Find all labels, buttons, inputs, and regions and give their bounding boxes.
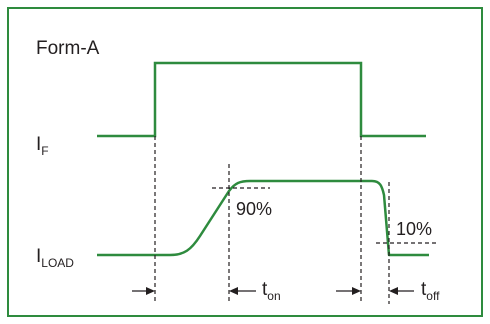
load-current-waveform [97, 179, 429, 257]
turn-on-time-symbol: t [262, 279, 268, 300]
threshold-90-percent-label: 90% [236, 199, 272, 219]
turn-off-arrow-left [336, 287, 361, 295]
load-current-label: ILOAD [36, 246, 74, 270]
turn-on-arrow-left [132, 287, 155, 295]
input-current-label: IF [36, 134, 49, 158]
load-current-symbol: I [36, 246, 41, 267]
turn-off-time-symbol: t [421, 279, 427, 300]
turn-off-arrow-right [389, 287, 414, 295]
diagram-border [7, 7, 483, 317]
threshold-10-percent-label: 10% [396, 219, 432, 239]
diagram-title: Form-A [36, 38, 100, 59]
input-current-subscript: F [41, 144, 48, 158]
input-current-waveform [97, 61, 426, 138]
turn-off-time-label: toff [421, 279, 440, 303]
turn-off-time-subscript: off [426, 289, 440, 303]
turn-on-time-label: ton [262, 279, 281, 303]
input-current-symbol: I [36, 134, 41, 155]
load-current-subscript: LOAD [41, 256, 74, 270]
turn-on-time-subscript: on [267, 289, 280, 303]
turn-on-arrow-right [229, 287, 256, 295]
